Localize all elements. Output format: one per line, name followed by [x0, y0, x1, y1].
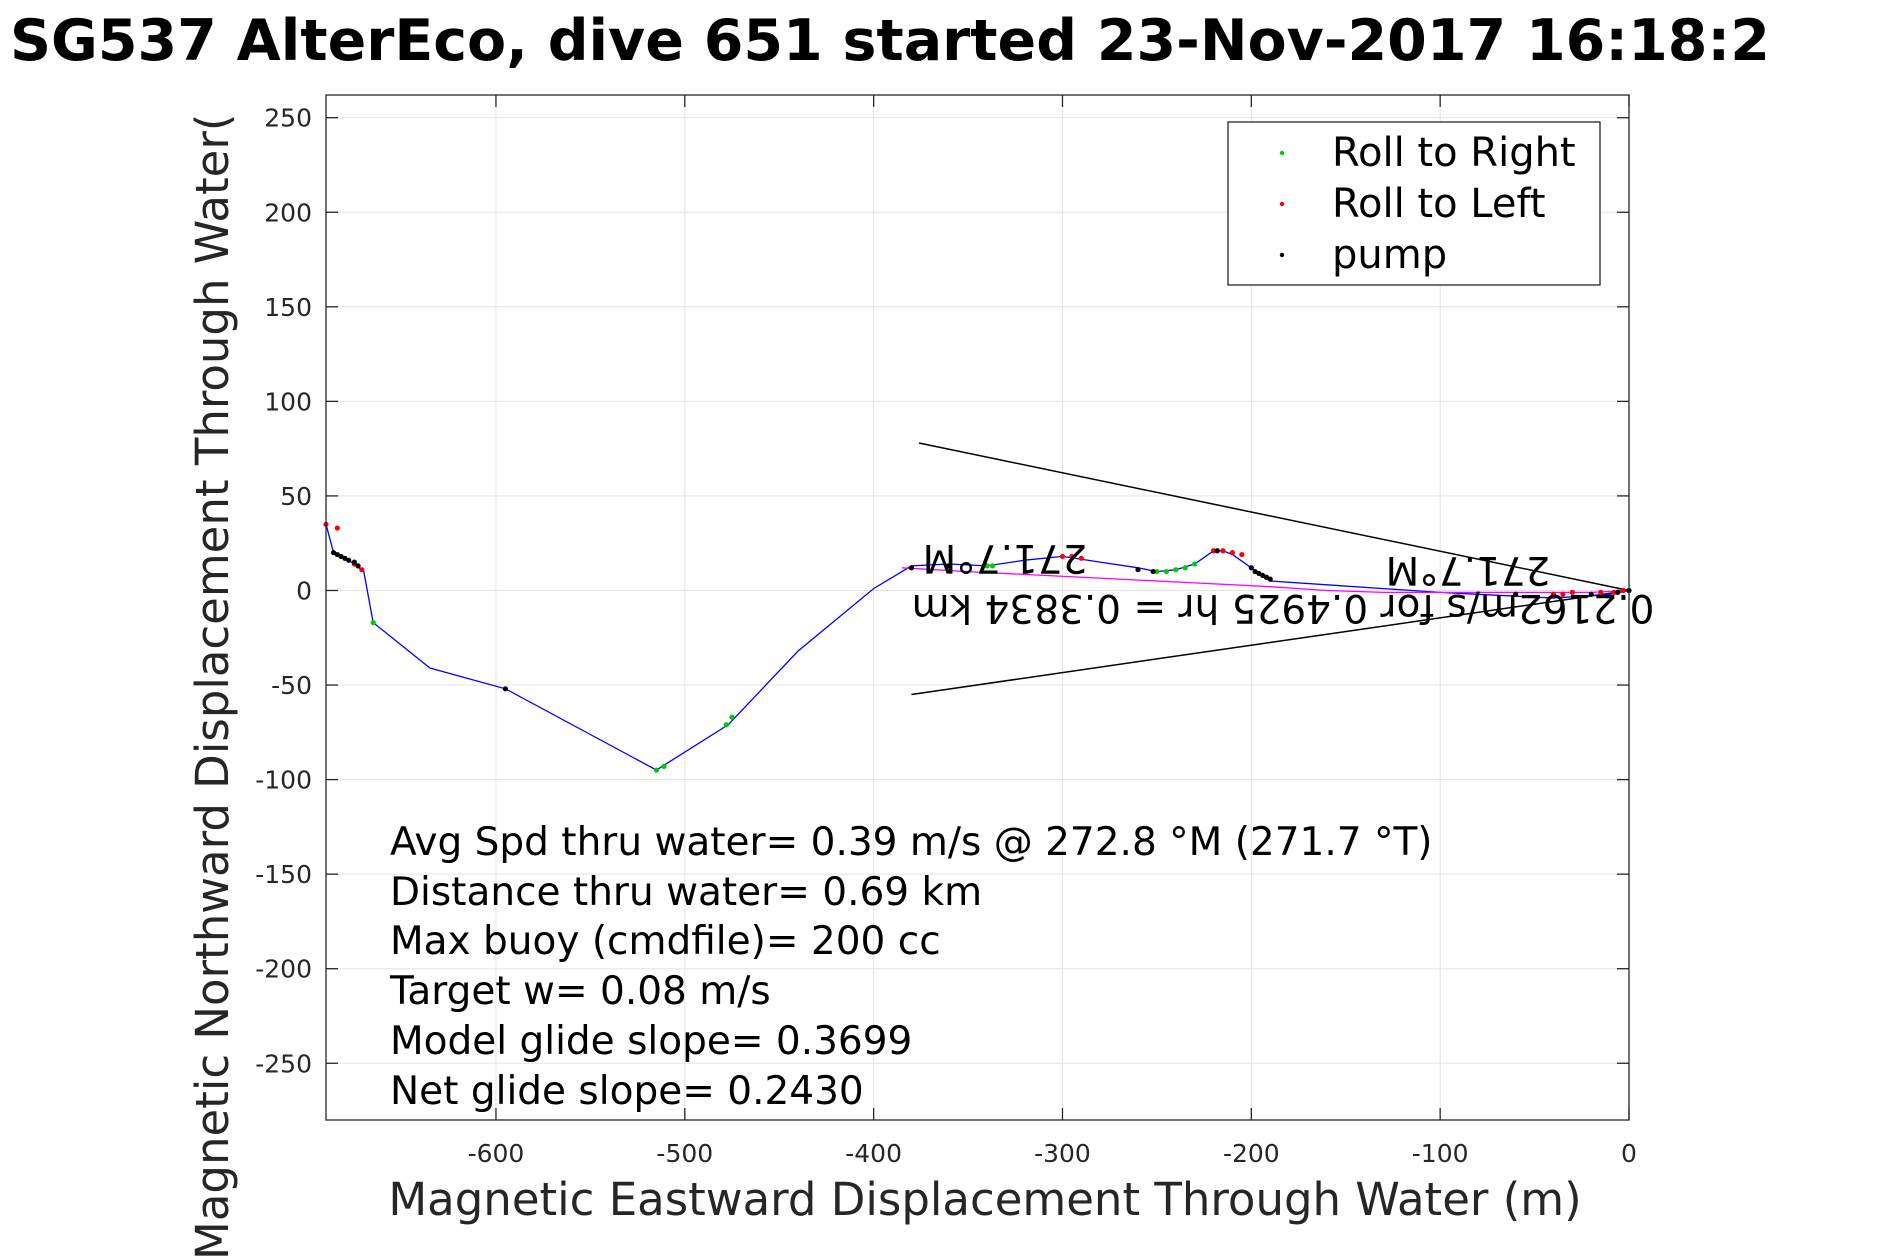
y-tick-label: 50 — [280, 482, 312, 511]
marker-roll-right — [370, 620, 376, 626]
x-tick-labels: -600 -500 -400 -300 -200 -100 0 — [468, 1139, 1637, 1168]
marker-roll-left — [1229, 550, 1236, 556]
legend: Roll to Right Roll to Left pump — [1227, 121, 1601, 286]
marker-pump — [1150, 568, 1156, 575]
flipped-label-left-heading: 271.7°M — [923, 535, 1088, 580]
y-tick-label: 150 — [264, 293, 312, 322]
marker-roll-left — [1220, 548, 1226, 554]
marker-roll-left — [359, 567, 365, 573]
marker-roll-left — [1560, 591, 1566, 597]
y-tick-label: 100 — [264, 387, 312, 416]
marker-roll-left — [1239, 551, 1245, 558]
y-axis-label: Magnetic Northward Displacement Through … — [186, 114, 239, 1260]
marker-pump — [1615, 589, 1621, 595]
marker-roll-left — [1611, 589, 1617, 595]
marker-pump — [908, 565, 915, 571]
marker-roll-right — [1182, 565, 1188, 571]
x-axis-label: Magnetic Eastward Displacement Through W… — [388, 1173, 1581, 1226]
cone-line — [911, 589, 1630, 696]
cone-lines — [911, 442, 1630, 696]
marker-pump — [355, 563, 361, 569]
flipped-text: 0.2162m/s for 0.4925 hr = 0.3834 km — [912, 585, 1655, 630]
series-line — [901, 567, 1630, 594]
marker-roll-right — [661, 763, 667, 769]
legend-label-pump: pump — [1332, 232, 1447, 278]
legend-box — [1227, 121, 1601, 286]
y-tick-label: -200 — [255, 955, 312, 984]
legend-label-roll-left: Roll to Left — [1332, 181, 1546, 227]
stat-distance: Distance thru water= 0.69 km — [390, 870, 982, 915]
legend-marker-pump — [1279, 252, 1285, 258]
flipped-text: 271.7°M — [1386, 547, 1551, 592]
marker-roll-left — [334, 525, 340, 531]
marker-pump — [346, 557, 352, 563]
x-tick-label: -300 — [1034, 1139, 1091, 1168]
stat-target-w: Target w= 0.08 m/s — [389, 969, 771, 1014]
marker-pump — [1248, 565, 1254, 571]
marker-pump — [1588, 591, 1594, 597]
chart-title: SG537 AlterEco, dive 651 started 23-Nov-… — [10, 8, 1770, 74]
marker-roll-left — [1069, 553, 1075, 560]
marker-roll-left — [1569, 589, 1575, 595]
y-tick-label: 0 — [296, 576, 312, 605]
y-tick-label: -100 — [255, 766, 312, 795]
legend-marker-roll-right — [1279, 150, 1285, 156]
stat-max-buoy: Max buoy (cmdfile)= 200 cc — [390, 919, 941, 964]
x-tick-label: -600 — [468, 1139, 525, 1168]
marker-roll-left — [1620, 587, 1626, 594]
marker-roll-right — [1192, 561, 1198, 567]
y-tick-label: -150 — [255, 860, 312, 889]
cone-line — [918, 442, 1630, 592]
y-tick-label: 200 — [264, 198, 312, 227]
axes-box — [325, 94, 1630, 1121]
x-tick-label: -400 — [845, 1139, 902, 1168]
marker-roll-right — [653, 767, 660, 773]
marker-roll-right — [1163, 568, 1169, 575]
marker-roll-left — [1059, 553, 1066, 560]
marker-pump — [351, 559, 357, 565]
marker-pump — [502, 686, 508, 692]
y-tick-label: -50 — [271, 671, 312, 700]
series-lines — [325, 524, 1630, 771]
legend-marker-roll-left — [1279, 201, 1285, 207]
stat-model-glide: Model glide slope= 0.3699 — [390, 1019, 912, 1064]
y-tick-label: 250 — [264, 104, 312, 133]
marker-roll-left — [1210, 548, 1217, 554]
x-tick-label: 0 — [1621, 1139, 1637, 1168]
marker-roll-right — [1173, 567, 1179, 573]
marker-roll-right — [984, 563, 990, 569]
y-tick-label: -250 — [255, 1049, 312, 1078]
stat-net-glide: Net glide slope= 0.2430 — [390, 1069, 864, 1114]
marker-pump — [1267, 576, 1273, 582]
marker-pump — [1214, 548, 1220, 554]
flipped-label-speed: 0.2162m/s for 0.4925 hr = 0.3834 km — [912, 585, 1655, 630]
x-tick-label: -200 — [1223, 1139, 1280, 1168]
marker-roll-left — [1078, 555, 1084, 561]
marker-pump — [946, 563, 952, 569]
marker-roll-left — [1550, 591, 1557, 597]
marker-pump — [1513, 591, 1519, 597]
marker-roll-right — [990, 563, 996, 569]
flipped-label-right-heading: 271.7°M — [1386, 547, 1551, 592]
y-tick-labels: 250 200 150 100 50 0 -50 -100 -150 -200 -250 — [255, 104, 312, 1079]
marker-roll-right — [729, 714, 735, 720]
marker-pump — [1135, 567, 1141, 573]
series-markers — [323, 521, 1632, 773]
stat-avg-speed: Avg Spd thru water= 0.39 m/s @ 272.8 °M … — [390, 820, 1433, 865]
x-tick-label: -500 — [656, 1139, 713, 1168]
marker-roll-right — [1154, 568, 1160, 575]
stats-annotation: Avg Spd thru water= 0.39 m/s @ 272.8 °M … — [389, 820, 1433, 1114]
legend-label-roll-right: Roll to Right — [1332, 130, 1576, 176]
x-tick-label: -100 — [1412, 1139, 1469, 1168]
flipped-text: 271.7°M — [923, 535, 1088, 580]
marker-roll-right — [723, 722, 729, 728]
marker-roll-left — [1598, 589, 1604, 595]
